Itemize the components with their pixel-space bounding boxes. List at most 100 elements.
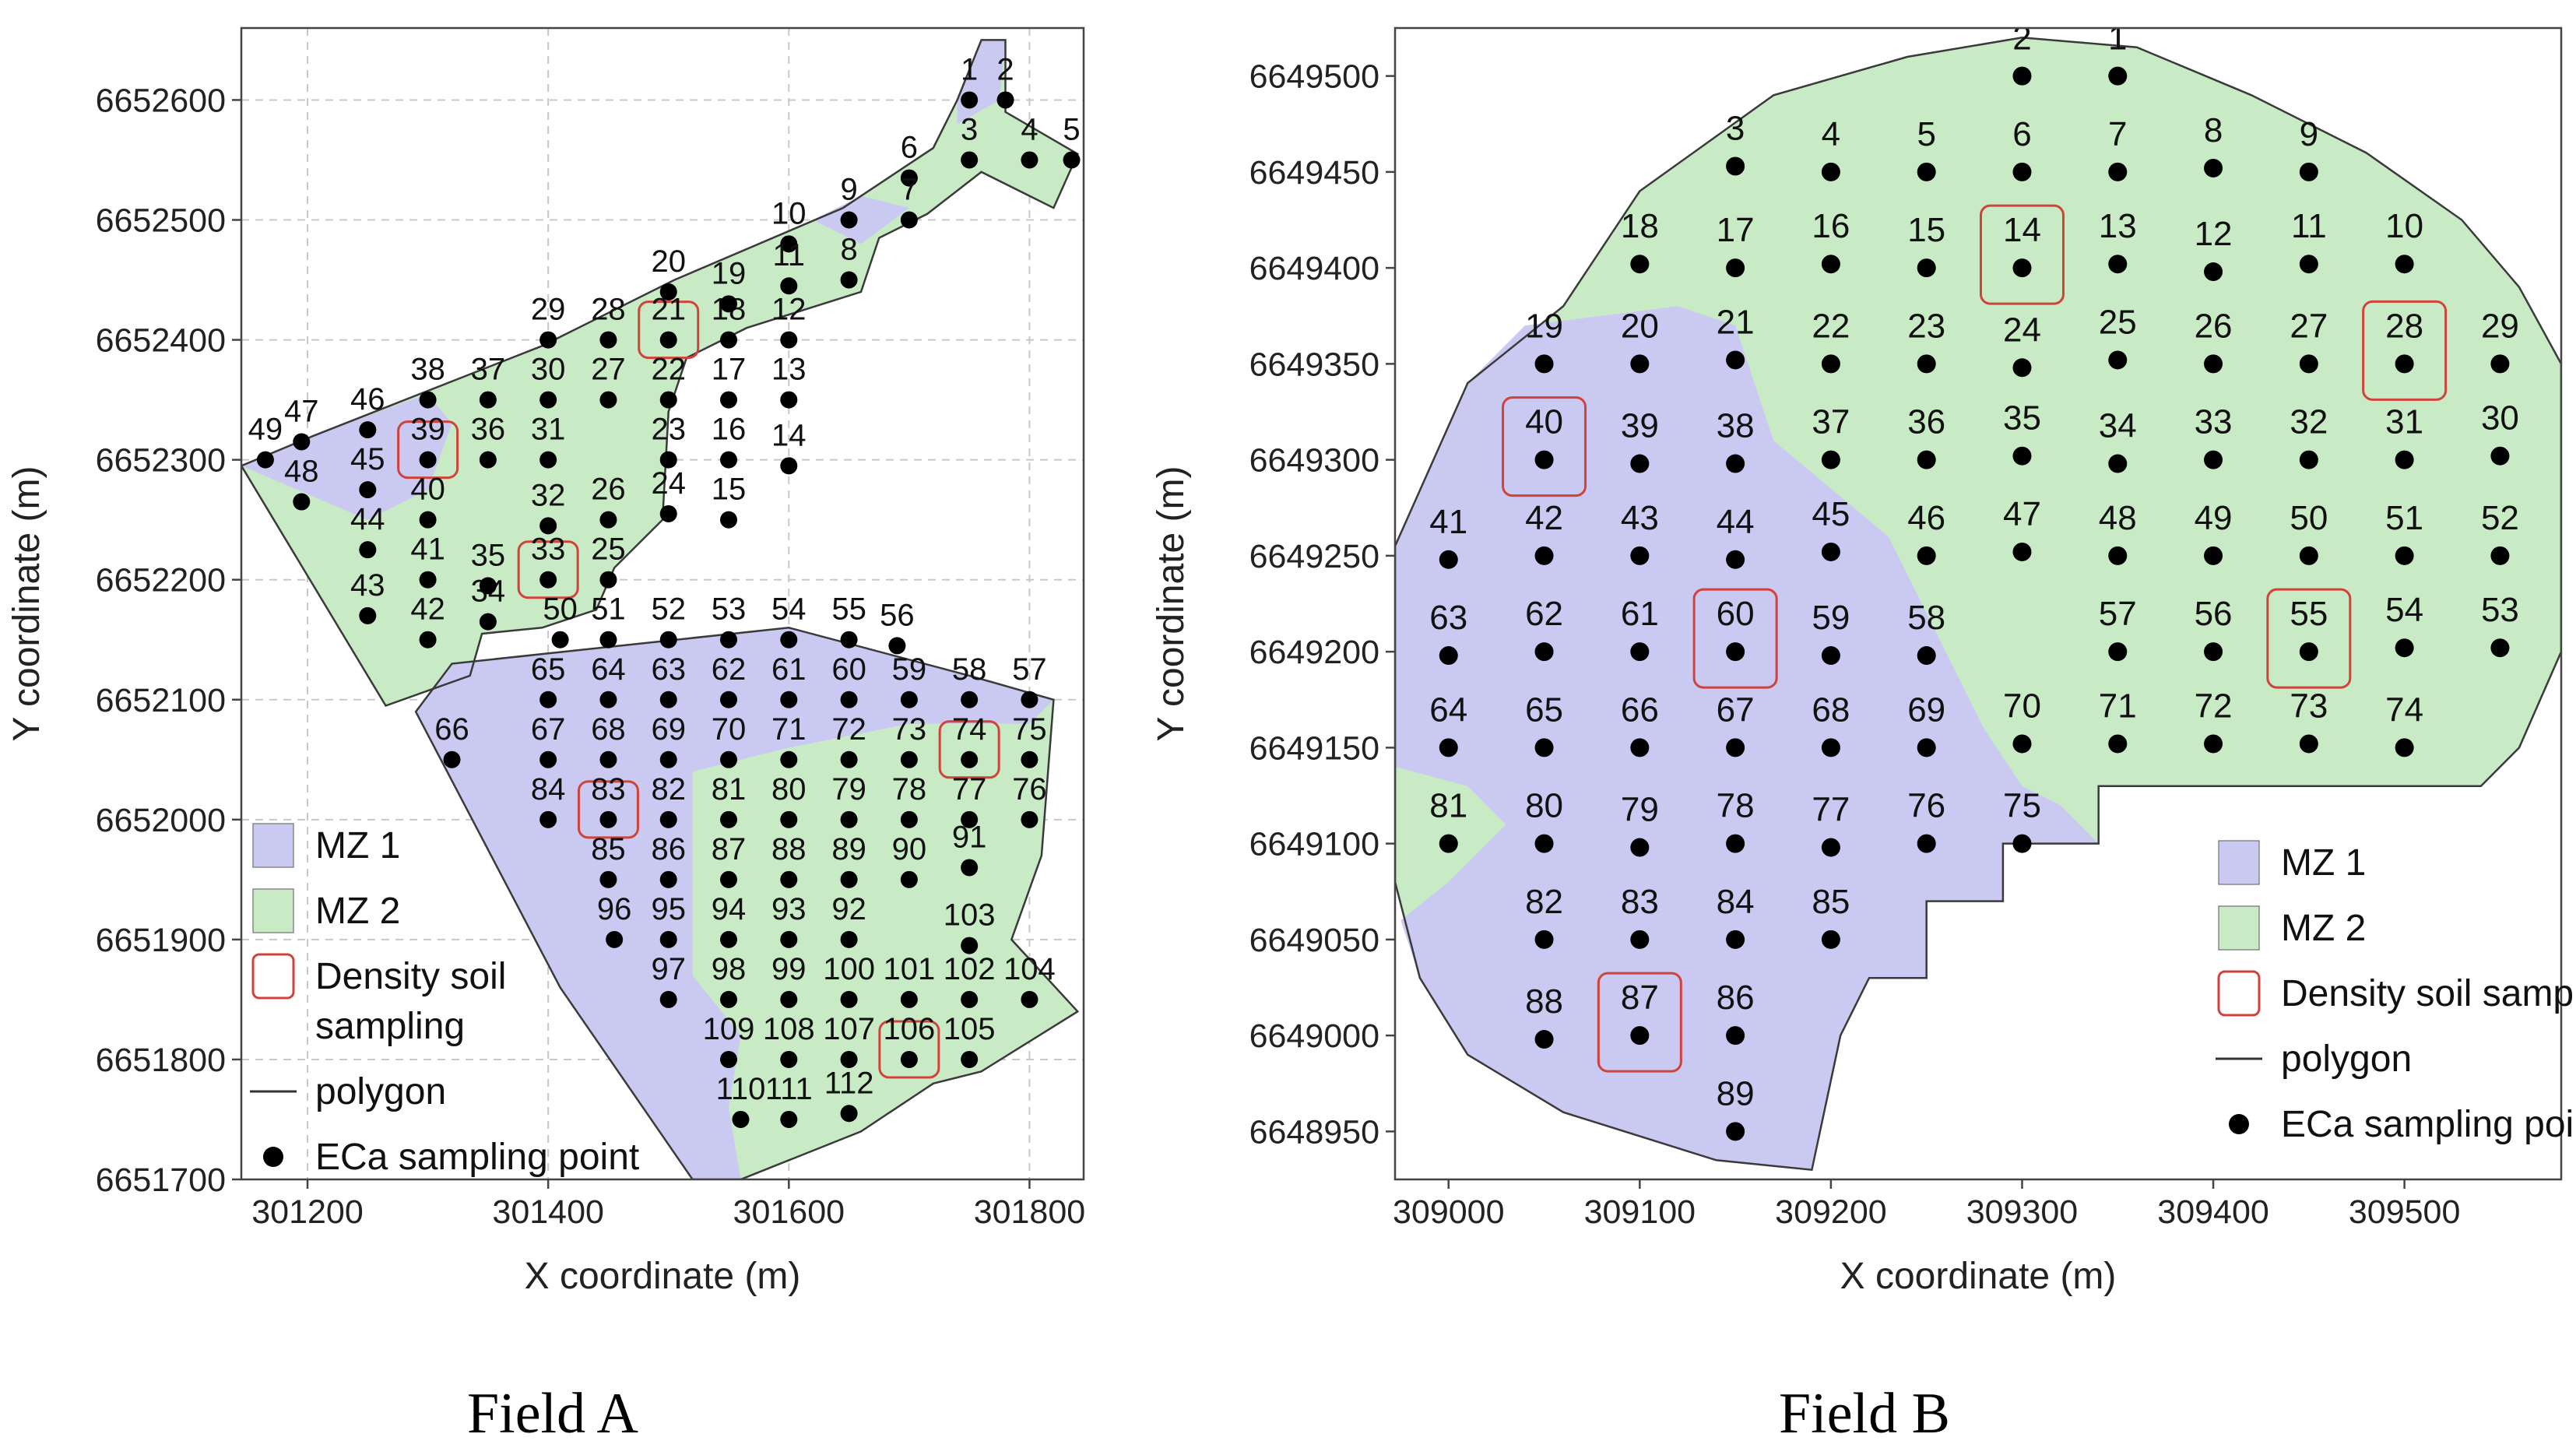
point-label: 43: [350, 568, 385, 603]
point-label: 49: [248, 413, 283, 447]
point-label: 42: [410, 592, 445, 627]
legend-label-mz2: MZ 2: [2281, 908, 2366, 949]
eca-sampling-point: [539, 810, 557, 828]
point-label: 67: [531, 712, 566, 747]
eca-sampling-point: [780, 990, 798, 1008]
point-label: 35: [471, 538, 506, 572]
point-label: 52: [651, 592, 686, 627]
point-label: 17: [1717, 211, 1755, 249]
eca-sampling-point: [961, 1050, 979, 1068]
point-label: 79: [831, 772, 866, 807]
point-label: 9: [2300, 115, 2318, 153]
eca-sampling-point: [1630, 930, 1650, 949]
point-label: 47: [284, 395, 319, 429]
point-label: 5: [1917, 115, 1935, 153]
eca-sampling-point: [1726, 1122, 1745, 1141]
eca-sampling-point: [2108, 734, 2128, 754]
legend-label-eca: ECa sampling point: [315, 1137, 639, 1178]
point-label: 36: [471, 413, 506, 447]
point-label: 72: [2195, 687, 2233, 725]
x-tick-label: 301600: [733, 1193, 845, 1231]
point-label: 14: [771, 418, 807, 452]
point-label: 42: [1525, 499, 1563, 537]
point-label: 74: [2385, 691, 2423, 729]
y-tick-label: 6649300: [1249, 442, 1379, 480]
y-tick-label: 6649250: [1249, 538, 1379, 575]
eca-sampling-point: [1439, 834, 1458, 853]
point-label: 46: [350, 382, 385, 416]
eca-sampling-point: [780, 391, 798, 409]
point-label: 6: [2012, 115, 2031, 153]
eca-sampling-point: [539, 331, 557, 349]
eca-sampling-point: [539, 391, 557, 409]
eca-sampling-point: [1821, 162, 1840, 181]
x-tick-label: 309400: [2157, 1193, 2269, 1231]
point-label: 19: [712, 256, 747, 290]
point-label: 64: [591, 652, 626, 687]
eca-sampling-point: [1439, 738, 1458, 757]
eca-sampling-point: [659, 990, 677, 1008]
x-tick-label: 309300: [1966, 1193, 2079, 1231]
point-label: 73: [892, 712, 927, 747]
eca-sampling-point: [961, 750, 979, 768]
eca-sampling-point: [1021, 810, 1038, 828]
y-tick-label: 6652200: [96, 562, 226, 599]
eca-sampling-point: [2299, 354, 2318, 374]
point-label: 14: [2003, 211, 2041, 249]
eca-sampling-point: [720, 691, 738, 708]
eca-sampling-point: [539, 750, 557, 768]
x-tick-label: 309100: [1584, 1193, 1696, 1231]
eca-sampling-point: [840, 810, 858, 828]
eca-sampling-point: [539, 451, 557, 469]
point-label: 100: [823, 952, 875, 986]
point-label: 89: [1717, 1074, 1755, 1112]
eca-sampling-point: [720, 1050, 738, 1068]
eca-sampling-point: [900, 990, 918, 1008]
point-label: 77: [952, 772, 987, 807]
point-label: 24: [651, 466, 686, 501]
point-label: 82: [651, 772, 686, 807]
point-label: 57: [2099, 595, 2137, 633]
eca-sampling-point: [720, 331, 738, 349]
eca-sampling-point: [840, 691, 858, 708]
y-tick-label: 6649350: [1249, 346, 1379, 383]
point-label: 44: [1717, 503, 1755, 541]
point-label: 48: [2099, 499, 2137, 537]
point-label: 22: [651, 353, 686, 387]
eca-sampling-point: [1726, 1026, 1745, 1046]
point-label: 69: [651, 712, 686, 747]
eca-sampling-point: [780, 750, 798, 768]
point-label: 13: [2099, 207, 2137, 245]
eca-sampling-point: [900, 691, 918, 708]
point-label: 64: [1429, 691, 1467, 729]
eca-sampling-point: [2204, 734, 2223, 754]
point-label: 66: [434, 712, 469, 747]
eca-sampling-point: [1630, 546, 1650, 565]
eca-sampling-point: [599, 331, 617, 349]
field-a-caption: Field A: [467, 1382, 638, 1446]
eca-sampling-point: [2490, 354, 2510, 374]
point-label: 7: [2108, 115, 2127, 153]
eca-sampling-point: [659, 451, 677, 469]
eca-sampling-point: [1726, 550, 1745, 569]
eca-sampling-point: [1726, 454, 1745, 473]
point-label: 39: [1621, 407, 1659, 445]
point-label: 56: [880, 598, 915, 632]
point-label: 86: [1717, 979, 1755, 1017]
point-label: 73: [2290, 687, 2328, 725]
y-tick-label: 6651900: [96, 922, 226, 959]
eca-sampling-point: [2299, 734, 2318, 754]
point-label: 10: [2385, 207, 2423, 245]
density-sampling-box: [1979, 204, 2065, 305]
eca-sampling-point: [2204, 450, 2223, 469]
eca-sampling-point: [479, 451, 497, 469]
eca-sampling-point: [900, 169, 918, 187]
eca-sampling-point: [961, 859, 979, 877]
eca-sampling-point: [659, 750, 677, 768]
eca-sampling-point: [780, 810, 798, 828]
point-label: 58: [952, 652, 987, 687]
eca-sampling-point: [599, 750, 617, 768]
eca-sampling-point: [2299, 450, 2318, 469]
point-label: 38: [410, 353, 445, 387]
legend-label-polygon: polygon: [2281, 1039, 2412, 1080]
